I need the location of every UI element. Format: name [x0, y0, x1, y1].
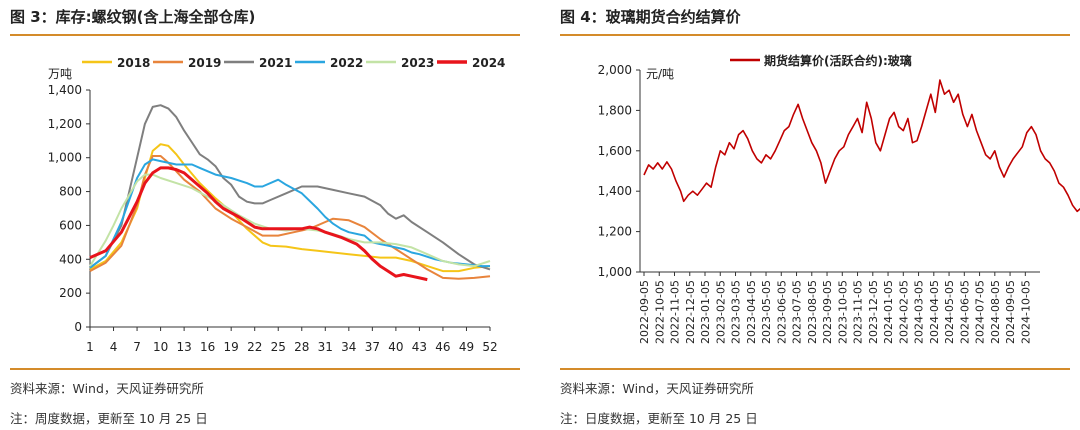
x-tick-label: 7: [133, 340, 141, 354]
x-tick-label: 43: [412, 340, 427, 354]
series-line-2023: [89, 173, 491, 268]
y-tick-label: 400: [59, 252, 82, 266]
x-tick-label: 2022-09-05: [638, 280, 651, 344]
y-tick-label: 1,800: [598, 103, 632, 117]
x-tick-label: 1: [86, 340, 94, 354]
legend-label: 2023: [401, 56, 434, 70]
y-tick-label: 1,000: [48, 151, 82, 165]
legend-label: 2021: [259, 56, 292, 70]
x-tick-label: 46: [435, 340, 450, 354]
x-tick-label: 16: [200, 340, 215, 354]
chart-panel-inventory: 图 3：库存:螺纹钢(含上海全部仓库) 万吨 0 200 400 600 800 1,000…: [0, 0, 530, 430]
inventory-chart: 万吨 0 200 400 600 800 1,000 1,200 1,400 1 4 7 10 13 16 1…: [48, 56, 506, 354]
x-tick-label: 2024-10-05: [1019, 280, 1032, 344]
x-tick-label: 2024-01-05: [882, 280, 895, 344]
series-line-2021: [89, 104, 491, 271]
x-tick-label: 2023-03-05: [730, 280, 743, 344]
source-note: 资料来源：Wind，天风证券研究所: [10, 381, 204, 396]
legend-label: 2022: [330, 56, 363, 70]
y-axis-unit: 元/吨: [646, 67, 674, 81]
divider: [10, 34, 520, 36]
x-tick-label: 52: [482, 340, 497, 354]
y-tick-label: 1,200: [48, 117, 82, 131]
x-tick-label: 34: [341, 340, 356, 354]
x-tick-label: 2024-05-05: [943, 280, 956, 344]
x-tick-label: 25: [271, 340, 286, 354]
y-axis-unit: 万吨: [48, 67, 72, 81]
y-tick-label: 1,400: [48, 83, 82, 97]
x-tick-label: 2024-02-05: [897, 280, 910, 344]
x-tick-label: 2023-11-05: [852, 280, 865, 344]
figure-title: 图 4：玻璃期货合约结算价: [560, 8, 741, 26]
x-tick-label: 31: [318, 340, 333, 354]
chart-panel-glass-futures: 图 4：玻璃期货合约结算价 元/吨 1,000 1,200 1,400 1,600 1,8…: [550, 0, 1080, 430]
y-tick-label: 600: [59, 218, 82, 232]
x-tick-label: 37: [365, 340, 380, 354]
y-tick-label: 1,400: [598, 184, 632, 198]
x-tick-label: 19: [224, 340, 239, 354]
x-tick-label: 10: [153, 340, 168, 354]
x-tick-label: 2024-06-05: [958, 280, 971, 344]
x-tick-label: 2023-02-05: [714, 280, 727, 344]
x-tick-label: 2023-07-05: [791, 280, 804, 344]
x-tick-label: 2022-11-05: [669, 280, 682, 344]
x-tick-label: 4: [110, 340, 118, 354]
y-tick-label: 0: [74, 320, 82, 334]
series-line-glass-price: [643, 79, 1080, 213]
x-tick-label: 2022-10-05: [653, 280, 666, 344]
x-tick-label: 49: [459, 340, 474, 354]
x-tick-label: 28: [294, 340, 309, 354]
x-tick-label: 2023-05-05: [760, 280, 773, 344]
x-tick-label: 22: [247, 340, 262, 354]
y-tick-label: 2,000: [598, 63, 632, 77]
x-tick-label: 2024-09-05: [1004, 280, 1017, 344]
x-tick-label: 2022-12-05: [684, 280, 697, 344]
update-note: 注：日度数据，更新至 10 月 25 日: [560, 411, 758, 426]
divider: [10, 368, 520, 370]
figure-title: 图 3：库存:螺纹钢(含上海全部仓库): [10, 8, 256, 26]
legend-label: 2024: [472, 56, 505, 70]
legend-label: 2019: [188, 56, 221, 70]
x-tick-label: 2023-09-05: [821, 280, 834, 344]
x-tick-label: 13: [176, 340, 191, 354]
source-note: 资料来源：Wind，天风证券研究所: [560, 381, 754, 396]
x-tick-label: 40: [388, 340, 403, 354]
y-tick-label: 1,200: [598, 225, 632, 239]
y-tick-label: 1,600: [598, 144, 632, 158]
x-tick-label: 2024-07-05: [974, 280, 987, 344]
x-tick-label: 2023-10-05: [836, 280, 849, 344]
glass-futures-chart: 元/吨 1,000 1,200 1,400 1,600 1,800 2,000 2022-09…: [598, 53, 1080, 344]
x-tick-label: 2023-01-05: [699, 280, 712, 344]
x-tick-label: 2023-12-05: [867, 280, 880, 344]
divider: [560, 368, 1070, 370]
x-tick-label: 2024-04-05: [928, 280, 941, 344]
legend-label: 期货结算价(活跃合约):玻璃: [764, 53, 912, 68]
series-line-2024: [89, 166, 428, 282]
x-tick-label: 2023-06-05: [775, 280, 788, 344]
x-tick-label: 2023-08-05: [806, 280, 819, 344]
y-tick-label: 1,000: [598, 265, 632, 279]
y-tick-label: 800: [59, 185, 82, 199]
x-tick-label: 2024-08-05: [989, 280, 1002, 344]
legend-label: 2018: [117, 56, 150, 70]
divider: [560, 34, 1070, 36]
series-line-2022: [89, 158, 490, 269]
x-tick-label: 2023-04-05: [745, 280, 758, 344]
update-note: 注：周度数据，更新至 10 月 25 日: [10, 411, 208, 426]
x-tick-label: 2024-03-05: [913, 280, 926, 344]
y-tick-label: 200: [59, 286, 82, 300]
